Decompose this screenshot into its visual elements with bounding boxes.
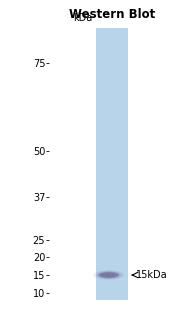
- Text: Western Blot: Western Blot: [69, 8, 155, 21]
- Ellipse shape: [102, 273, 116, 277]
- Ellipse shape: [97, 271, 121, 279]
- Ellipse shape: [99, 272, 118, 278]
- Text: kDa: kDa: [73, 12, 92, 23]
- Text: 15kDa: 15kDa: [136, 270, 167, 280]
- Ellipse shape: [93, 270, 124, 280]
- Bar: [97, 28, 128, 300]
- Ellipse shape: [98, 272, 119, 278]
